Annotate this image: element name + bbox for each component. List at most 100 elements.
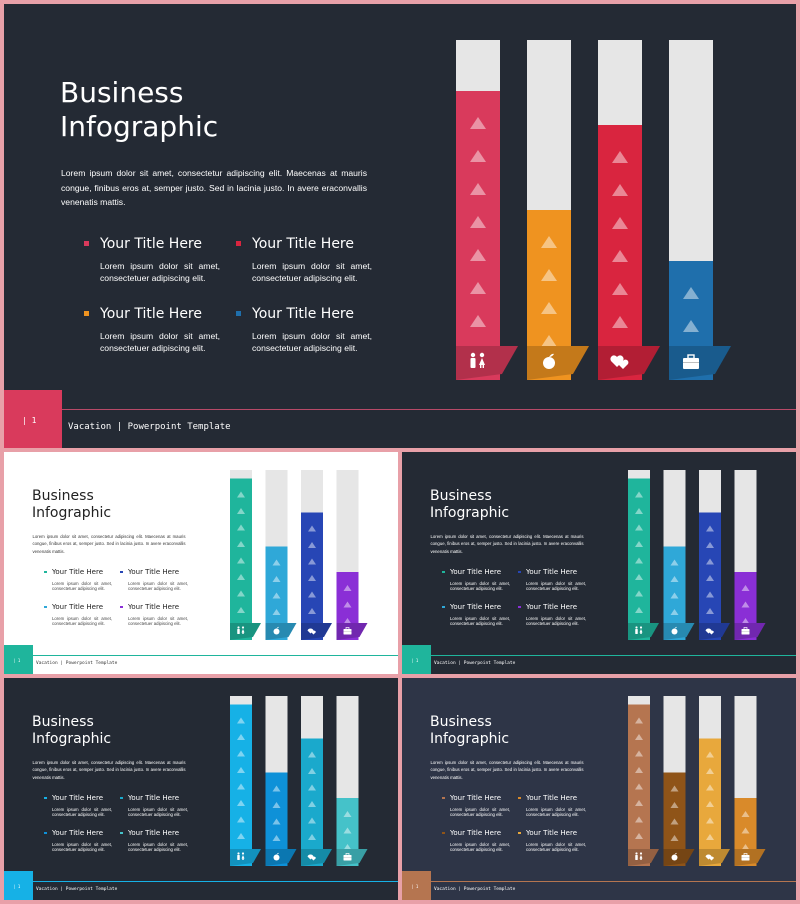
info-item: Your Title Here Lorem ipsum dolor sit ame… (442, 568, 512, 598)
bar-chart-svg (456, 40, 731, 380)
slide-intro-text: Lorem ipsum dolor sit amet, consectetur … (32, 534, 186, 554)
footer-divider (431, 654, 796, 656)
bar-triangle (741, 585, 750, 591)
item-description: Lorem ipsum dolor sit amet, consectetuer… (526, 806, 586, 818)
item-title: Your Title Here (52, 829, 103, 837)
item-title: Your Title Here (450, 794, 501, 802)
bar-triangle (272, 592, 281, 599)
bullet-square (44, 570, 47, 573)
item-description: Lorem ipsum dolor sit amet, consectetuer… (100, 331, 220, 353)
item-title: Your Title Here (52, 794, 103, 802)
bullet-square (442, 796, 445, 799)
page-number-block: | 1 (4, 871, 33, 900)
bar-triangle (343, 844, 352, 850)
bar-triangle (308, 834, 316, 840)
people-icon (237, 626, 245, 634)
bar-chart (625, 470, 775, 643)
item-title: Your Title Here (52, 603, 103, 611)
item-description: Lorem ipsum dolor sit amet, consectetuer… (128, 806, 188, 818)
slide-navy-brown[interactable]: Business Infographic Lorem ipsum dolor si… (402, 678, 796, 900)
info-item: Your Title Here Lorem ipsum dolor sit ame… (236, 236, 376, 296)
bar-chart (450, 40, 750, 386)
bar-triangle (635, 816, 643, 823)
briefcase-icon (741, 627, 750, 635)
bar-triangle (272, 576, 281, 582)
item-title: Your Title Here (128, 603, 179, 611)
info-item: Your Title Here Lorem ipsum dolor sit ame… (518, 829, 588, 859)
bar-triangle (635, 750, 643, 757)
item-title: Your Title Here (100, 236, 202, 252)
bullet-square (44, 796, 47, 799)
bar-triangle (308, 817, 316, 824)
bar-triangle (237, 783, 245, 790)
footer-divider (33, 654, 398, 656)
bar-triangle (612, 316, 628, 328)
slide-dark-green[interactable]: Business Infographic Lorem ipsum dolor si… (402, 452, 796, 674)
bar-triangle (635, 524, 643, 531)
bullet-square (84, 241, 89, 246)
bar-triangle (683, 287, 699, 299)
bullet-square (120, 605, 123, 608)
bar-triangle (541, 236, 557, 248)
bar-triangle (670, 559, 679, 566)
bar-chart (227, 696, 377, 869)
bar-triangle (706, 525, 714, 532)
people-icon (635, 852, 643, 860)
footer-divider (431, 880, 796, 882)
bar-triangle (612, 184, 628, 196)
info-item: Your Title Here Lorem ipsum dolor sit ame… (44, 829, 114, 859)
bar-triangle (343, 585, 352, 591)
page-number: | 1 (22, 416, 37, 425)
item-title: Your Title Here (450, 568, 501, 576)
bullet-square (236, 311, 241, 316)
info-item: Your Title Here Lorem ipsum dolor sit ame… (44, 794, 114, 824)
slide-white[interactable]: Business Infographic Lorem ipsum dolor si… (4, 452, 398, 674)
info-item: Your Title Here Lorem ipsum dolor sit ame… (442, 794, 512, 824)
item-title: Your Title Here (450, 829, 501, 837)
bar-triangle (308, 575, 316, 581)
bar-triangle (272, 559, 281, 566)
apple-icon (543, 353, 555, 369)
bar-triangle (541, 335, 557, 347)
bar-triangle (670, 835, 679, 841)
info-item: Your Title Here Lorem ipsum dolor sit ame… (120, 794, 190, 824)
footer-caption: Vacation | Powerpoint Template (36, 887, 118, 892)
bar-triangle (272, 818, 281, 825)
item-description: Lorem ipsum dolor sit amet, consectetuer… (450, 615, 510, 627)
people-icon (635, 626, 643, 634)
footer-divider (33, 880, 398, 882)
bar-triangle (237, 607, 245, 613)
apple-icon (671, 852, 678, 861)
slide-title: Business Infographic (32, 488, 112, 521)
bar-triangle (635, 590, 643, 597)
info-item: Your Title Here Lorem ipsum dolor sit ame… (84, 236, 224, 296)
bar-triangle (612, 283, 628, 295)
bar-tag (628, 849, 659, 866)
slide-intro-text: Lorem ipsum dolor sit amet, consectetur … (61, 168, 367, 208)
bullet-square (442, 831, 445, 834)
bar-triangle (635, 833, 643, 839)
item-description: Lorem ipsum dolor sit amet, consectetuer… (52, 615, 112, 627)
bar-triangle (541, 302, 557, 314)
item-description: Lorem ipsum dolor sit amet, consectetuer… (52, 806, 112, 818)
bar-chart-svg (628, 470, 766, 640)
info-item: Your Title Here Lorem ipsum dolor sit ame… (442, 829, 512, 859)
page-number: | 1 (13, 658, 21, 663)
bar-triangle (670, 785, 679, 792)
bar-tag (265, 849, 297, 866)
item-description: Lorem ipsum dolor sit amet, consectetuer… (526, 615, 586, 627)
bullet-square (84, 311, 89, 316)
bar-triangle (706, 608, 714, 614)
bullet-square (44, 831, 47, 834)
people-icon (237, 852, 245, 860)
bar-triangle (635, 541, 643, 547)
bar-triangle (272, 802, 281, 808)
bar-tag (663, 849, 695, 866)
bar-triangle (237, 767, 245, 773)
slide-main[interactable]: Business Infographic Lorem ipsum dolor si… (4, 4, 796, 448)
item-description: Lorem ipsum dolor sit amet, consectetuer… (450, 580, 510, 592)
slide-title: Business Infographic (60, 76, 219, 143)
slide-dark-blue[interactable]: Business Infographic Lorem ipsum dolor si… (4, 678, 398, 900)
item-title: Your Title Here (526, 603, 577, 611)
item-title: Your Title Here (252, 236, 354, 252)
